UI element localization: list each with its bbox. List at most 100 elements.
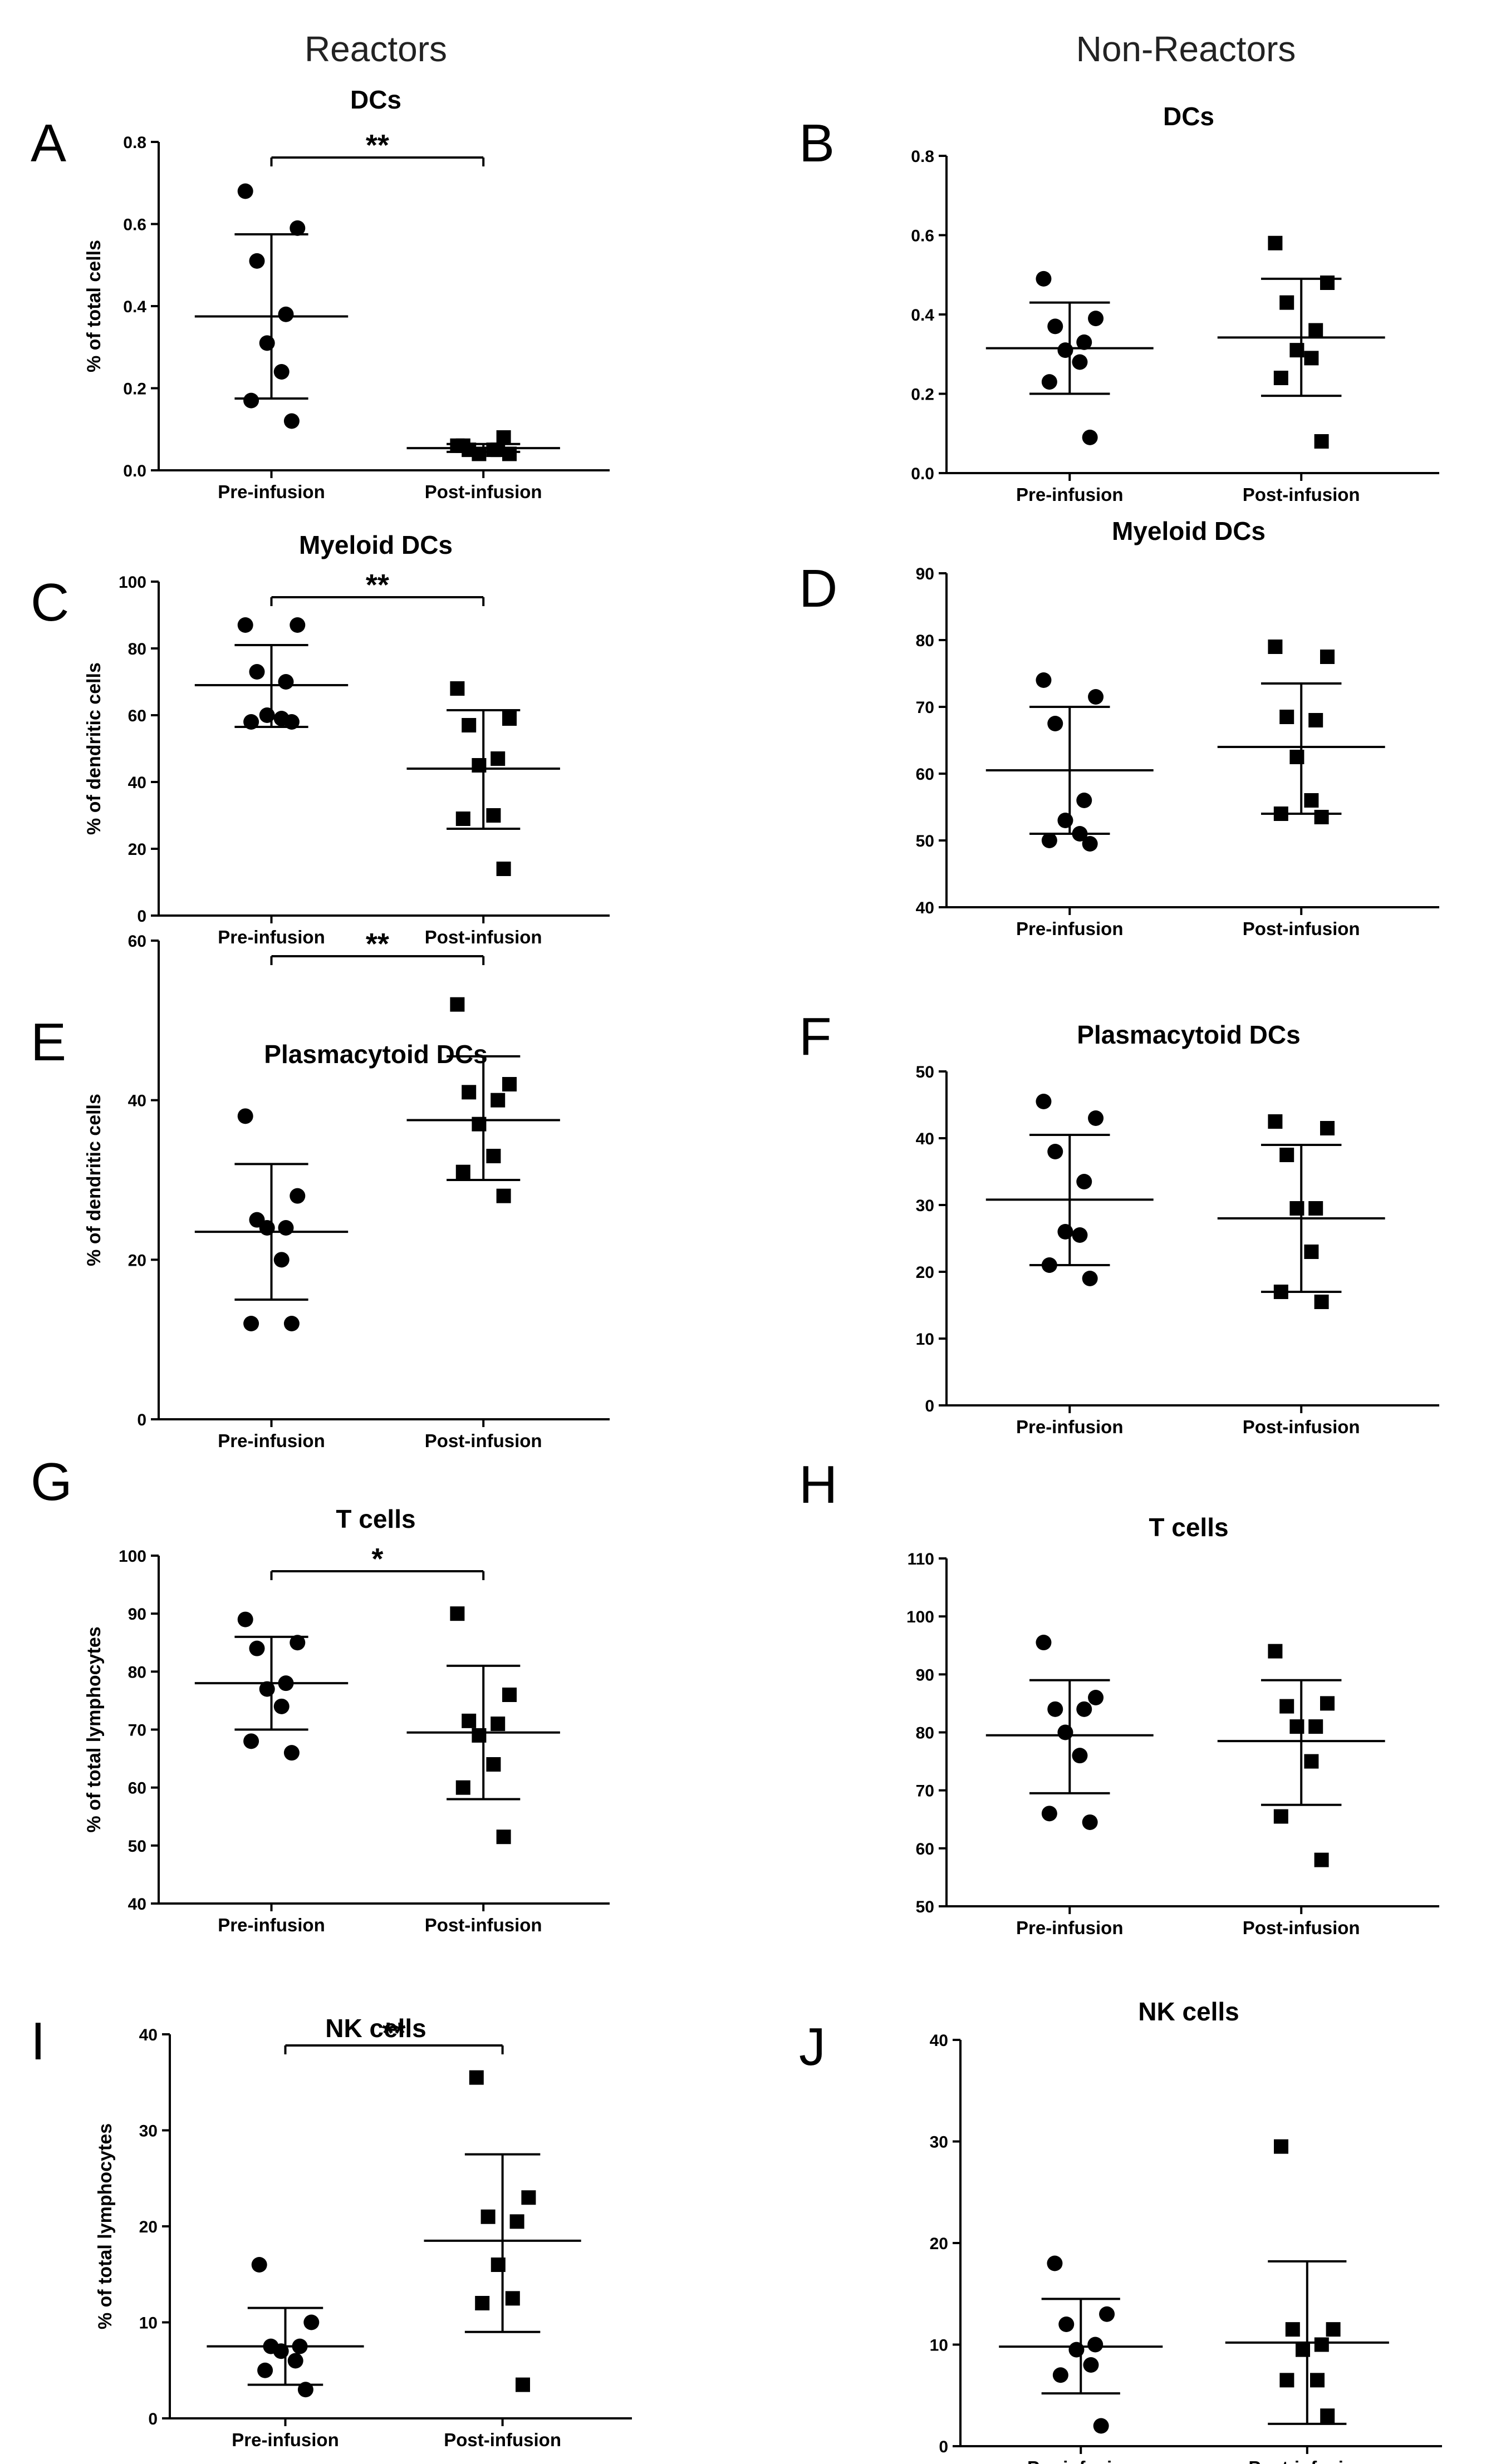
data-point [1308,323,1323,338]
data-point [455,1780,470,1795]
data-point [1308,1719,1323,1734]
chart-panel-d: D Myeloid DCs 40 50 60 70 80 90 Pre-infusion Post… [799,517,1439,939]
y-tick-label: 0 [939,2438,948,2456]
panel-letter: I [31,2011,46,2071]
panel-letter: G [31,1452,72,1512]
y-tick-label: 40 [128,1895,146,1914]
y-tick-label: 90 [916,1666,934,1684]
panel-letter: J [799,2017,826,2077]
data-point [1057,813,1073,828]
data-point [1296,2342,1310,2357]
data-point [303,2314,320,2330]
data-point [259,335,275,351]
y-tick-label: 0.2 [123,380,146,399]
y-tick-label: 0.6 [123,216,146,234]
panel-title: Plasmacytoid DCs [1077,1020,1300,1049]
y-tick-label: 50 [916,832,934,850]
data-point [1289,1719,1304,1734]
data-point [1068,2342,1085,2358]
data-point [243,714,259,730]
data-point [1041,833,1057,848]
data-point [278,306,294,322]
data-point [1314,1295,1329,1309]
y-tick-label: 30 [916,1197,934,1215]
data-point [1047,1701,1063,1717]
x-tick-label: Pre-infusion [1016,1417,1124,1437]
data-point [278,1220,294,1236]
x-tick-label: Pre-infusion [232,2429,339,2450]
y-tick-label: 60 [916,765,934,784]
column-title-reactors: Reactors [305,29,447,69]
data-point [516,2377,530,2392]
data-point [486,442,501,458]
data-point [1088,1690,1104,1705]
data-point [1289,343,1304,358]
y-tick-label: 100 [906,1608,934,1626]
chart-panel-j: J NK cells 0 10 20 30 40 Pre-infusion Post-infus… [799,1997,1442,2464]
data-point [521,2190,536,2205]
data-point [1041,1257,1057,1273]
data-point [237,617,253,633]
data-point [1304,351,1319,366]
data-point [257,2362,273,2378]
y-axis-label: % of total lymphocytes [95,2123,116,2329]
data-point [1320,1121,1335,1135]
y-tick-label: 100 [119,1547,146,1566]
data-point [462,1713,477,1728]
data-point [1314,2337,1329,2352]
data-point [450,997,465,1012]
data-point [1087,2337,1104,2353]
data-point [1308,1201,1323,1216]
data-point [1320,1696,1335,1711]
y-tick-label: 80 [916,632,934,650]
data-point [496,862,511,876]
data-point [1279,1148,1294,1162]
data-point [509,2214,524,2229]
chart-panel-e: E Plasmacytoid DCs 0 20 40 60 Pre-infusion Post… [31,927,610,1451]
y-tick-label: 80 [128,1663,146,1681]
y-tick-label: 0 [137,1411,146,1429]
y-tick-label: 60 [916,1840,934,1858]
data-point [502,1688,517,1702]
y-tick-label: 10 [916,1330,934,1349]
data-point [1273,1285,1288,1299]
data-point [1072,1748,1088,1764]
data-point [292,2338,308,2354]
data-point [287,2353,303,2369]
data-point [486,808,501,823]
data-point [1076,1701,1092,1717]
data-point [1314,1852,1329,1867]
y-tick-label: 70 [916,699,934,717]
data-point [249,664,265,680]
data-point [502,711,517,726]
data-point [1072,354,1088,370]
data-point [486,1149,501,1163]
y-tick-label: 40 [128,1092,146,1110]
data-point [491,1717,506,1732]
y-tick-label: 90 [128,1605,146,1624]
data-point [290,617,306,633]
data-point [278,1675,294,1691]
data-point [251,2257,267,2273]
y-tick-label: 30 [930,2133,948,2152]
data-point [297,2382,313,2398]
chart-panel-a: A DCs 0.0 0.2 0.4 0.6 0.8 Pre-infusion Post-infu… [31,85,610,502]
panel-title: T cells [1149,1513,1228,1542]
data-point [472,1117,487,1132]
data-point [273,2343,289,2359]
x-tick-label: Post-infusion [425,1430,542,1451]
data-point [486,1757,501,1772]
x-tick-label: Pre-infusion [218,1430,325,1451]
chart-panel-h: H T cells 50 60 70 80 90 100 110 Pre-infusion Post… [799,1455,1439,1938]
y-tick-label: 20 [128,1251,146,1270]
data-point [290,1188,306,1204]
data-point [1047,1144,1063,1159]
y-tick-label: 60 [128,932,146,951]
data-point [491,2258,506,2272]
data-point [1320,650,1335,664]
x-tick-label: Post-infusion [444,2429,561,2450]
y-tick-label: 20 [930,2235,948,2253]
panel-letter: B [799,114,835,173]
panel-letter: A [31,114,66,173]
x-tick-label: Pre-infusion [1016,918,1124,939]
